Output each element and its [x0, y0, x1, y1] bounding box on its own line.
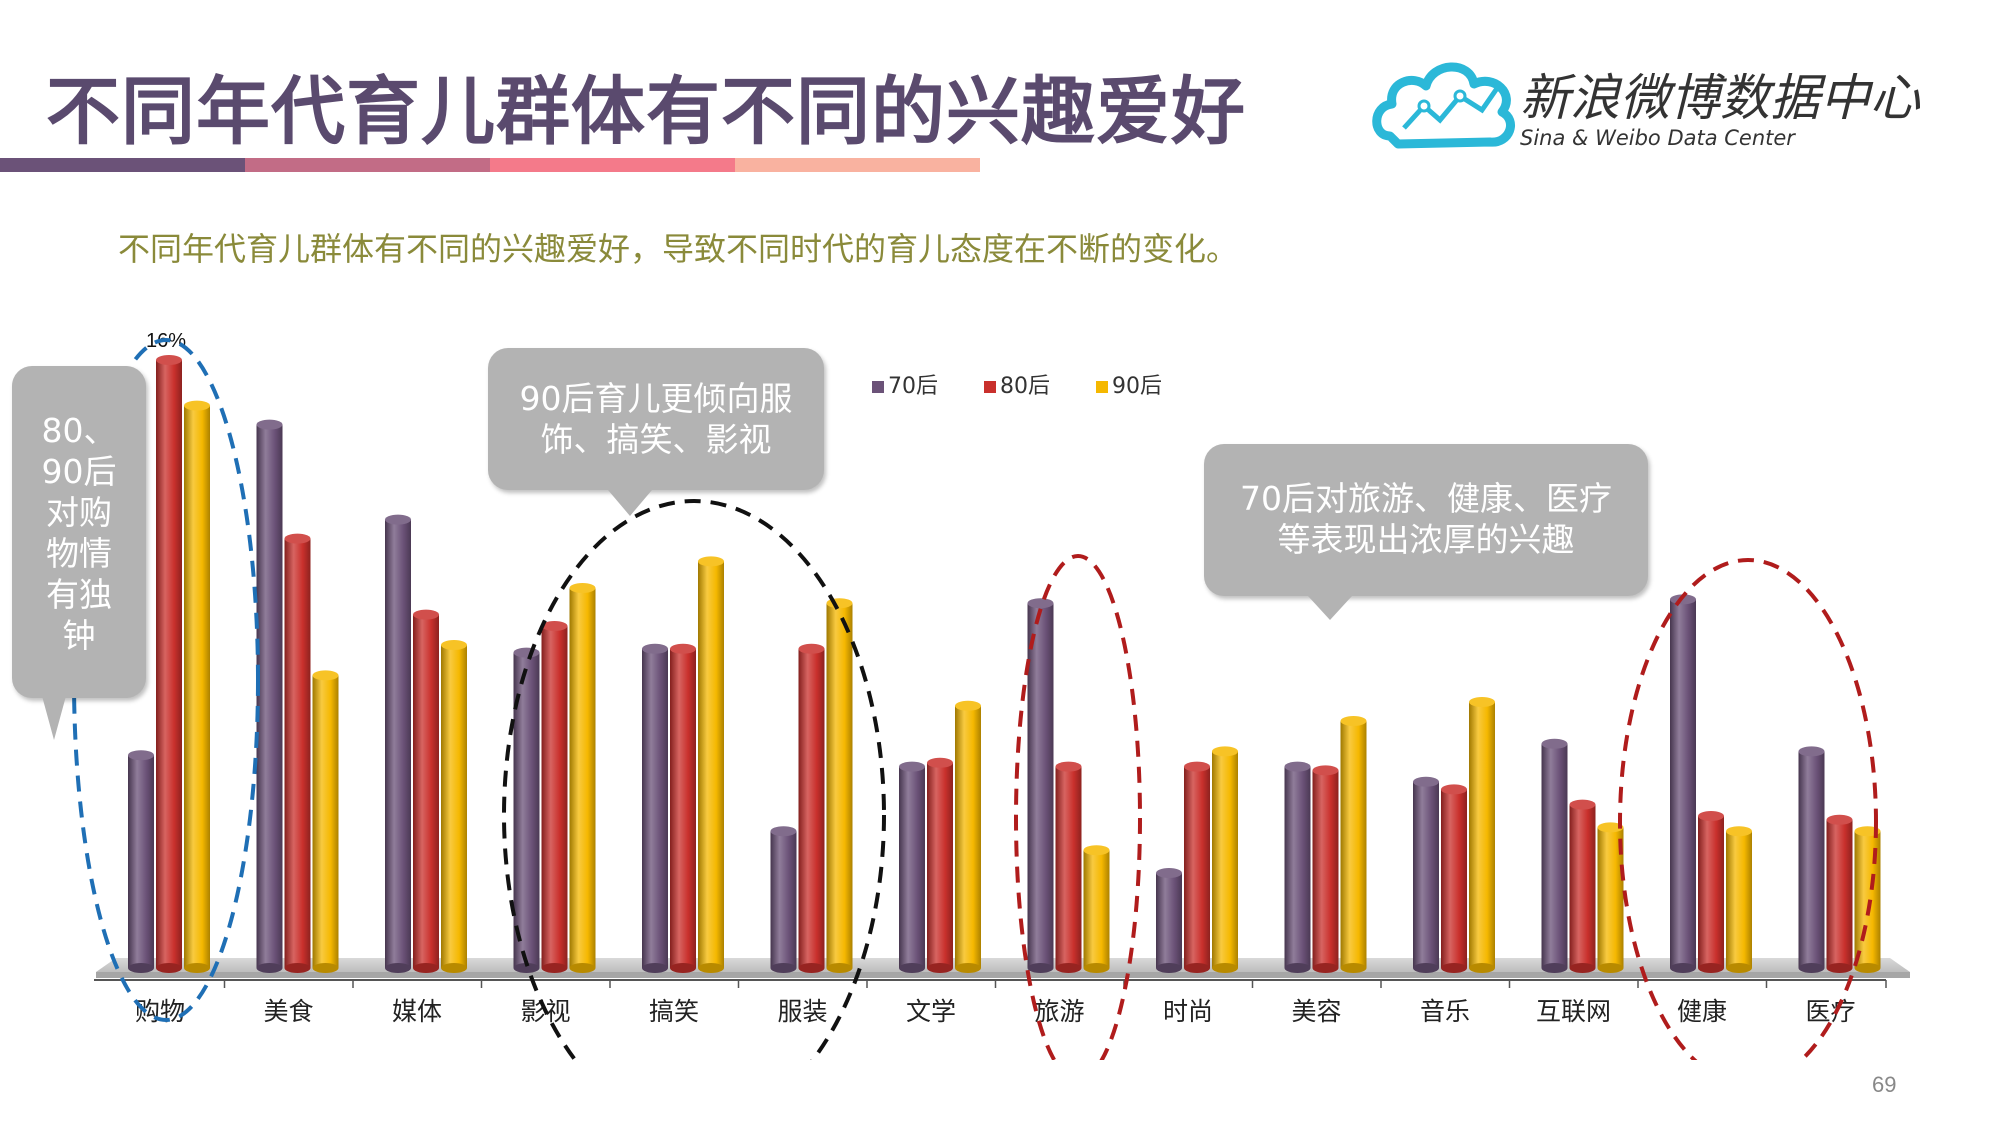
- bar-70后-美食: [256, 419, 283, 973]
- bar-80后-美食: [284, 533, 311, 973]
- bar-80后-健康: [1698, 811, 1724, 973]
- bar-80后-搞笑: [670, 643, 696, 973]
- x-tick-label-美容: 美容: [1291, 997, 1341, 1026]
- x-tick-label-文学: 文学: [906, 997, 956, 1026]
- x-tick-label-美食: 美食: [263, 997, 313, 1026]
- bar-80后-影视: [541, 621, 568, 973]
- band-segment-1: [0, 158, 245, 172]
- bar-80后-医疗: [1826, 814, 1853, 973]
- bar-90后-美食: [312, 670, 339, 973]
- x-tick-label-旅游: 旅游: [1034, 997, 1084, 1026]
- bar-70后-医疗: [1798, 746, 1825, 973]
- page-title: 不同年代育儿群体有不同的兴趣爱好: [46, 69, 1246, 155]
- svg-text:90后: 90后: [1112, 374, 1162, 399]
- bar-90后-美容: [1340, 716, 1367, 973]
- sina-weibo-logo: 新浪微博数据中心 Sina & Weibo Data Center: [1370, 44, 1970, 164]
- bar-90后-时尚: [1212, 746, 1238, 973]
- chart-floor-edge: [96, 972, 1910, 978]
- legend-item-80后: 80后: [984, 374, 1050, 399]
- bar-80后-媒体: [413, 609, 439, 973]
- bar-80后-互联网: [1569, 799, 1596, 973]
- x-tick-label-互联网: 互联网: [1536, 997, 1611, 1026]
- callout-shopping: 80、90后对购物情有独钟: [12, 366, 146, 740]
- bar-90后-互联网: [1597, 822, 1624, 973]
- title-color-band: [0, 158, 980, 172]
- callout-70s-interests: 70后对旅游、健康、医疗等表现出浓厚的兴趣: [1204, 444, 1648, 620]
- legend-item-70后: 70后: [872, 374, 938, 399]
- bar-70后-文学: [899, 761, 925, 973]
- bar-70后-搞笑: [642, 643, 668, 973]
- highlight-health-medical: [1618, 558, 1878, 1060]
- x-tick-label-购物: 购物: [135, 997, 185, 1026]
- band-segment-3: [490, 158, 735, 172]
- bar-90后-媒体: [441, 640, 467, 973]
- x-tick-label-时尚: 时尚: [1163, 997, 1213, 1026]
- bar-70后-服装: [770, 826, 797, 973]
- bar-70后-健康: [1670, 594, 1696, 973]
- bar-90后-购物: [184, 400, 210, 973]
- legend-item-90后: 90后: [1096, 374, 1162, 399]
- callout-90s-text: 90后育儿更倾向服饰、搞笑、影视: [519, 379, 793, 459]
- bar-80后-美容: [1312, 765, 1339, 973]
- chart-floor: [96, 958, 1910, 972]
- callout-90s-preferences: 90后育儿更倾向服饰、搞笑、影视: [488, 348, 824, 516]
- bar-80后-文学: [927, 757, 953, 973]
- band-segment-2: [245, 158, 490, 172]
- band-segment-4: [735, 158, 980, 172]
- bar-70后-时尚: [1156, 868, 1182, 973]
- bar-80后-购物: [156, 355, 182, 973]
- page-subtitle: 不同年代育儿群体有不同的兴趣爱好，导致不同时代的育儿态度在不断的变化。: [118, 230, 1239, 268]
- bar-80后-旅游: [1055, 761, 1082, 973]
- bar-70后-互联网: [1541, 738, 1568, 973]
- bar-90后-搞笑: [698, 556, 724, 973]
- callout-shopping-text: 80、90后对购物情有独钟: [41, 411, 117, 655]
- bar-70后-购物: [128, 750, 154, 973]
- bar-70后-媒体: [385, 514, 411, 973]
- x-tick-label-医疗: 医疗: [1805, 997, 1855, 1026]
- x-tick-label-媒体: 媒体: [392, 997, 442, 1026]
- callout-70s-text: 70后对旅游、健康、医疗等表现出浓厚的兴趣: [1240, 479, 1612, 559]
- logo-english-text: Sina & Weibo Data Center: [1520, 126, 1795, 150]
- bar-90后-服装: [826, 598, 853, 973]
- logo-chinese-text: 新浪微博数据中心: [1520, 69, 1920, 127]
- bar-70后-音乐: [1413, 776, 1439, 973]
- bar-90后-文学: [955, 700, 981, 973]
- bar-80后-时尚: [1184, 761, 1210, 973]
- bar-90后-旅游: [1083, 845, 1110, 973]
- x-tick-label-健康: 健康: [1677, 997, 1727, 1026]
- page-number: 69: [1872, 1072, 1897, 1097]
- highlight-travel: [1014, 554, 1142, 1060]
- x-tick-label-音乐: 音乐: [1420, 997, 1470, 1026]
- bar-90后-音乐: [1469, 697, 1495, 973]
- cloud-chart-icon: [1372, 62, 1515, 149]
- bar-70后-美容: [1284, 761, 1311, 973]
- highlight-90s-group: [502, 499, 886, 1060]
- svg-text:80后: 80后: [1000, 374, 1050, 399]
- bar-90后-健康: [1726, 826, 1752, 973]
- bar-80后-音乐: [1441, 784, 1467, 973]
- bar-80后-服装: [798, 643, 825, 973]
- bar-70后-旅游: [1027, 598, 1054, 973]
- bar-90后-影视: [569, 583, 596, 973]
- x-tick-label-搞笑: 搞笑: [649, 997, 699, 1026]
- svg-text:70后: 70后: [888, 374, 938, 399]
- x-tick-label-服装: 服装: [777, 997, 827, 1026]
